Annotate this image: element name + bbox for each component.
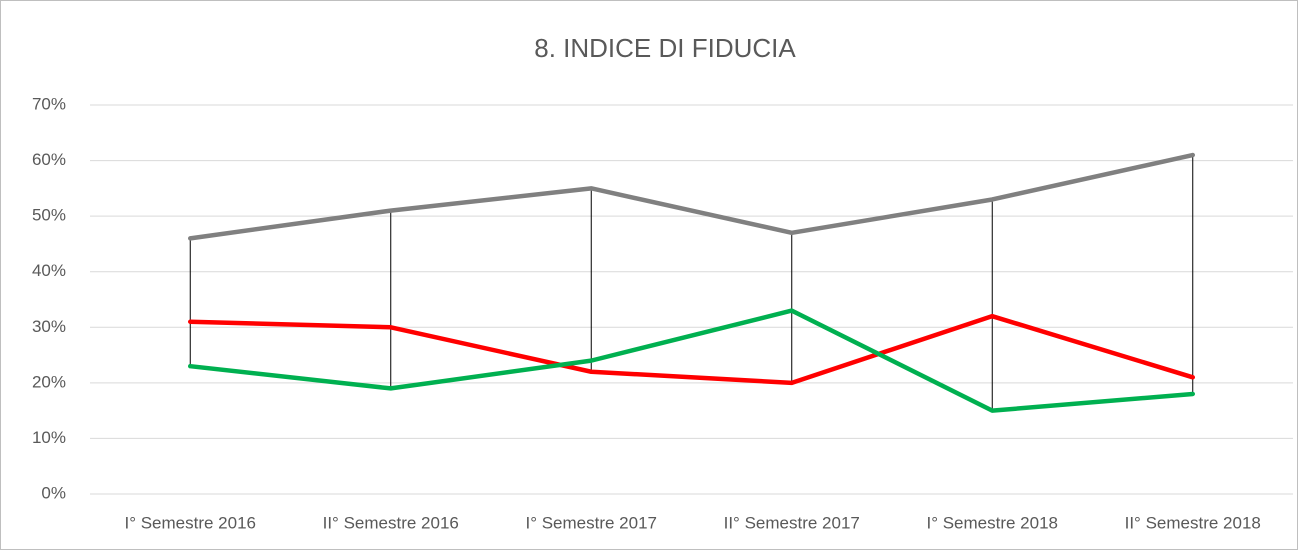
chart-title: 8. INDICE DI FIDUCIA <box>534 33 796 63</box>
x-tick-label: I° Semestre 2016 <box>124 513 256 532</box>
y-tick-label: 70% <box>32 94 66 113</box>
y-tick-label: 30% <box>32 317 66 336</box>
x-tick-label: I° Semestre 2018 <box>926 513 1058 532</box>
y-tick-label: 10% <box>32 428 66 447</box>
x-tick-label: I° Semestre 2017 <box>525 513 657 532</box>
x-tick-label: II° Semestre 2016 <box>323 513 459 532</box>
y-tick-label: 40% <box>32 261 66 280</box>
y-tick-label: 0% <box>41 483 66 502</box>
series-line <box>188 152 1195 241</box>
y-tick-label: 20% <box>32 372 66 391</box>
x-tick-label: II° Semestre 2017 <box>724 513 860 532</box>
y-tick-label: 50% <box>32 206 66 225</box>
series-line <box>188 308 1195 413</box>
series-line <box>188 313 1195 386</box>
y-tick-label: 60% <box>32 150 66 169</box>
x-tick-label: II° Semestre 2018 <box>1125 513 1261 532</box>
